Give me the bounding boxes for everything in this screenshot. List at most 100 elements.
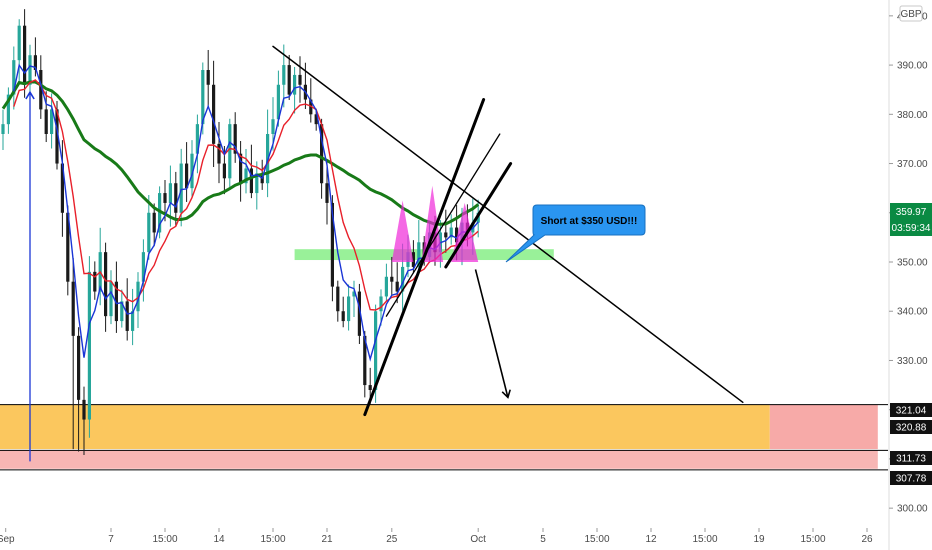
candle-body bbox=[228, 124, 232, 179]
candle-body bbox=[179, 163, 183, 213]
candle-body bbox=[66, 212, 70, 282]
candle-body bbox=[357, 291, 361, 336]
time-tick-label: 15:00 bbox=[692, 534, 717, 545]
candle-body bbox=[23, 25, 27, 85]
price-tag-label: 307.78 bbox=[896, 474, 927, 485]
candle-body bbox=[444, 232, 448, 238]
time-tick-label: 15:00 bbox=[152, 534, 177, 545]
candle-body bbox=[222, 163, 226, 179]
support-zone-extension bbox=[769, 404, 878, 450]
lower-band bbox=[0, 450, 878, 469]
candle-body bbox=[336, 286, 340, 312]
sma-long-line bbox=[1, 80, 480, 226]
candle-body bbox=[6, 94, 10, 125]
candle-body bbox=[320, 124, 324, 184]
price-tag-label: 311.73 bbox=[896, 454, 926, 465]
candle-body bbox=[455, 227, 459, 243]
price-tag-box bbox=[890, 451, 932, 465]
candle-body bbox=[314, 114, 318, 125]
price-tag-box bbox=[890, 420, 932, 434]
price-tag-label: 320.88 bbox=[896, 423, 927, 434]
candle-body bbox=[374, 311, 378, 390]
candle-body bbox=[282, 65, 286, 85]
candle-body bbox=[363, 335, 367, 386]
channel-line-mid bbox=[385, 133, 501, 317]
candle-body bbox=[212, 84, 216, 144]
candle-body bbox=[255, 173, 259, 194]
candle-body bbox=[174, 183, 178, 213]
time-tick-label: 14 bbox=[213, 534, 225, 545]
time-tick-label: 19 bbox=[753, 534, 765, 545]
candle-body bbox=[347, 296, 351, 322]
current-price-countdown: 03:59:34 bbox=[892, 223, 931, 234]
candle-body bbox=[50, 109, 54, 134]
candle-body bbox=[293, 74, 297, 95]
candle-body bbox=[239, 153, 243, 184]
candle-body bbox=[120, 301, 124, 322]
ema-fast-line bbox=[13, 63, 479, 362]
price-tick-label: 330.00 bbox=[897, 356, 928, 367]
price-tick-label: 350.00 bbox=[897, 258, 928, 269]
price-tag-label: 321.04 bbox=[896, 406, 927, 417]
candle-body bbox=[44, 109, 48, 134]
candle-body bbox=[287, 65, 291, 95]
candle-body bbox=[190, 153, 194, 189]
candle-body bbox=[60, 163, 64, 213]
candle-body bbox=[330, 202, 334, 287]
candle-body bbox=[449, 227, 453, 238]
candle-body bbox=[325, 183, 329, 203]
price-tick-label: 370.00 bbox=[897, 159, 928, 170]
candle-body bbox=[17, 25, 21, 61]
candle-body bbox=[390, 276, 394, 282]
candle-body bbox=[395, 281, 399, 292]
price-tick-label: 340.00 bbox=[897, 307, 928, 318]
candle-body bbox=[12, 60, 16, 95]
candle-body bbox=[141, 252, 145, 282]
target-arrow-head bbox=[501, 389, 511, 399]
candle-body bbox=[33, 55, 37, 70]
rally-arrow-head bbox=[25, 90, 35, 100]
short-callout[interactable]: Short at $350 USD!!! bbox=[505, 204, 646, 263]
time-tick-label: 15:00 bbox=[260, 534, 285, 545]
candle-body bbox=[379, 296, 383, 312]
candle-body bbox=[125, 301, 129, 331]
candle-body bbox=[341, 311, 345, 322]
candle-body bbox=[195, 124, 199, 154]
candle-body bbox=[217, 143, 221, 164]
head-shoulders-head bbox=[421, 185, 444, 262]
candle-body bbox=[206, 70, 210, 85]
candle-body bbox=[168, 183, 172, 203]
callout-text: Short at $350 USD!!! bbox=[541, 216, 638, 227]
candle-body bbox=[93, 271, 97, 292]
candle-body bbox=[55, 109, 59, 164]
current-price-value: 359.97 bbox=[896, 207, 927, 218]
currency-badge-label: GBP bbox=[900, 9, 921, 20]
price-tick-label: 300.00 bbox=[897, 504, 928, 515]
price-tick-label: 390.00 bbox=[897, 61, 928, 72]
candle-body bbox=[28, 55, 32, 85]
candle-body bbox=[77, 335, 81, 400]
support-zone bbox=[0, 404, 770, 450]
candle-body bbox=[384, 276, 388, 297]
current-price-tag: 359.97 03:59:34 bbox=[890, 203, 932, 236]
candle-body bbox=[71, 281, 75, 336]
candle-body bbox=[131, 311, 135, 331]
channel-line-right bbox=[444, 162, 513, 269]
time-tick-label: 15:00 bbox=[800, 534, 825, 545]
time-tick-label: 12 bbox=[645, 534, 657, 545]
candle-body bbox=[233, 124, 237, 154]
candle-body bbox=[368, 385, 372, 390]
time-axis[interactable]: Sep 7 15:00 14 15:00 21 25 Oct 5 15:00 12 15:00 19 15… bbox=[0, 528, 873, 545]
time-tick-label: Oct bbox=[470, 534, 486, 545]
time-tick-label: 15:00 bbox=[584, 534, 609, 545]
candle-body bbox=[39, 70, 43, 110]
time-tick-label: 21 bbox=[321, 534, 333, 545]
currency-badge[interactable]: GBP bbox=[899, 5, 923, 22]
candle-body bbox=[147, 212, 151, 253]
time-tick-label: 25 bbox=[386, 534, 398, 545]
candle-body bbox=[109, 281, 113, 317]
price-tags: 321.04 320.88 311.73 307.78 bbox=[890, 403, 932, 485]
price-tag-box bbox=[890, 403, 932, 417]
candle-body bbox=[417, 242, 421, 267]
